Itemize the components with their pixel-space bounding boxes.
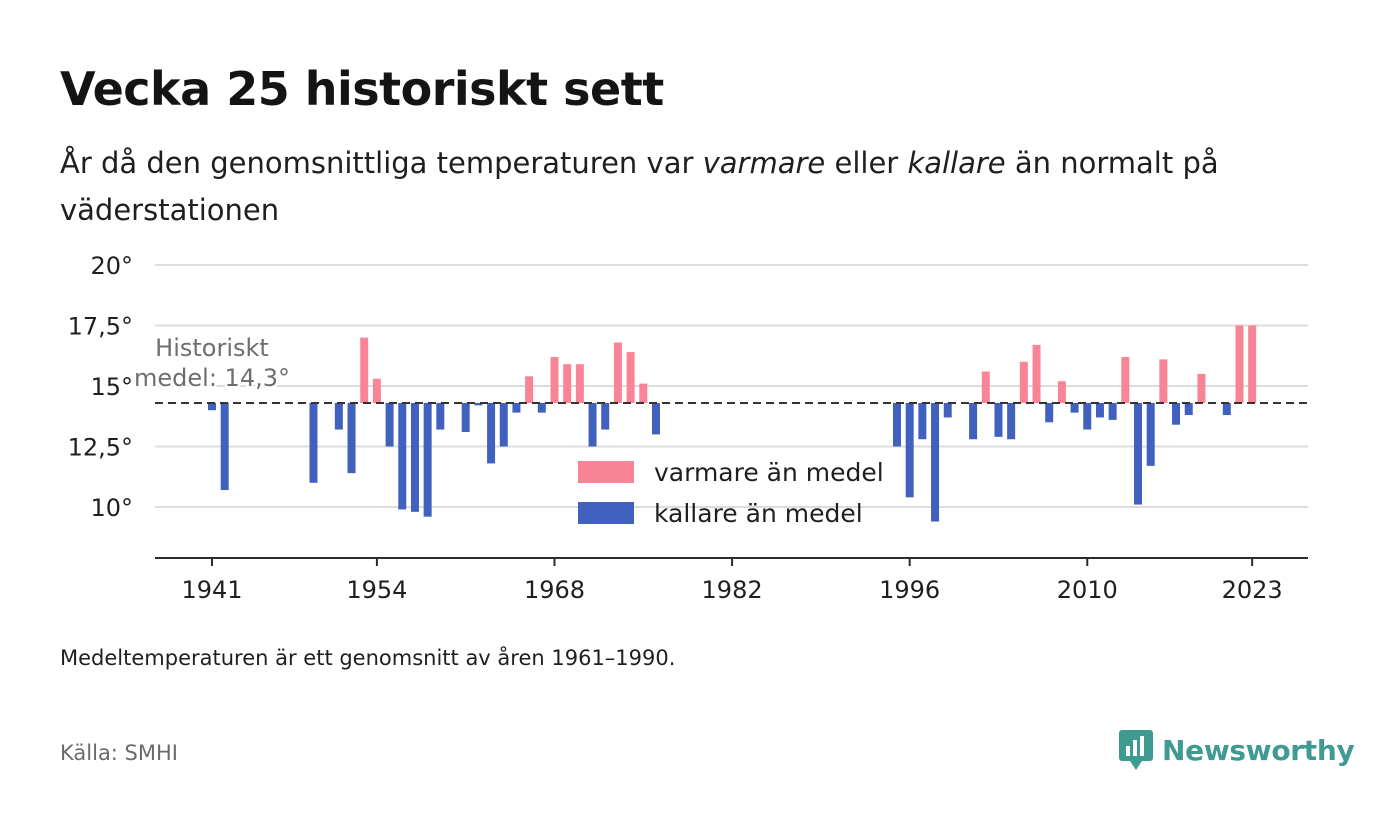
bar-warm <box>550 356 559 403</box>
bar-warm <box>1235 325 1244 403</box>
bar-cold <box>208 402 216 411</box>
chart-subtitle: År då den genomsnittliga temperaturen va… <box>60 140 1290 234</box>
bar-warm <box>613 342 622 403</box>
bar-cold <box>512 402 521 413</box>
bar-cold <box>651 402 660 435</box>
bar-cold <box>474 402 483 406</box>
y-tick-label: 20° <box>90 252 133 280</box>
bar-cold <box>969 402 978 440</box>
bar-cold <box>334 402 343 430</box>
bar-cold <box>1095 402 1104 418</box>
bar-warm <box>525 376 534 403</box>
bar-cold <box>398 402 407 510</box>
bar-cold <box>1222 402 1231 416</box>
newsworthy-logo-icon <box>1119 730 1153 770</box>
source-credit: Källa: SMHI <box>60 741 178 765</box>
bar-warm <box>1057 381 1066 403</box>
bar-warm <box>981 371 990 403</box>
subtitle-part-3: än normalt på väderstationen <box>60 146 1219 227</box>
y-tick-label: 12,5° <box>68 434 133 462</box>
brand-name: Newsworthy <box>1162 733 1355 767</box>
bar-cold <box>1045 402 1054 423</box>
bar-cold <box>347 402 356 474</box>
bar-warm <box>1248 325 1257 403</box>
page-title: Vecka 25 historiskt sett <box>60 62 664 116</box>
bar-warm <box>1121 356 1130 403</box>
bar-cold <box>410 402 419 512</box>
bar-cold <box>1134 402 1143 505</box>
bar-cold <box>588 402 597 447</box>
bar-cold <box>309 402 318 483</box>
brand-logo: Newsworthy <box>1118 726 1355 774</box>
legend-swatch-warm <box>578 461 634 483</box>
x-tick-label: 1968 <box>524 576 585 604</box>
x-tick-label: 2023 <box>1222 576 1283 604</box>
y-tick-label: 10° <box>90 494 133 522</box>
baseline-label-line-1: Historiskt <box>155 334 269 362</box>
bar-cold <box>918 402 927 440</box>
bar-cold <box>487 402 496 464</box>
bar-cold <box>1007 402 1016 440</box>
legend-swatch-cold <box>578 502 634 524</box>
bar-warm <box>360 337 369 403</box>
subtitle-cold-word: kallare <box>907 146 1006 180</box>
x-tick-label: 1954 <box>346 576 407 604</box>
bars-layer <box>208 325 1257 522</box>
bar-cold <box>385 402 394 447</box>
bar-cold <box>436 402 445 430</box>
bar-warm <box>639 383 648 403</box>
bar-cold <box>943 402 952 418</box>
bar-warm <box>1197 373 1206 403</box>
x-axis: 1941 1954 1968 1982 1996 2010 2023 <box>155 557 1308 604</box>
bar-warm <box>563 364 572 403</box>
bar-cold <box>1070 402 1079 413</box>
bar-warm <box>1159 359 1168 403</box>
chart-legend: varmare än medel kallare än medel <box>578 458 884 528</box>
bar-cold <box>931 402 940 522</box>
bar-cold <box>1184 402 1193 416</box>
y-tick-label: 17,5° <box>68 313 133 341</box>
bar-cold <box>1108 402 1117 420</box>
legend-label-cold: kallare än medel <box>654 499 863 528</box>
bar-cold <box>1146 402 1155 466</box>
subtitle-warm-word: varmare <box>702 146 826 180</box>
baseline-label-line-2: medel: 14,3° <box>134 364 290 392</box>
bar-cold <box>423 402 432 517</box>
x-tick-label: 1982 <box>702 576 763 604</box>
bar-cold <box>892 402 901 447</box>
bar-warm <box>1032 344 1041 403</box>
bar-cold <box>1083 402 1092 430</box>
bar-cold <box>1172 402 1181 425</box>
subtitle-part-2: eller <box>825 146 908 180</box>
legend-label-warm: varmare än medel <box>654 458 884 487</box>
bar-warm <box>626 352 635 403</box>
bar-cold <box>905 402 914 498</box>
bar-cold <box>994 402 1003 437</box>
bar-cold <box>601 402 610 430</box>
grid-layer <box>155 264 1308 508</box>
bar-cold <box>220 402 229 491</box>
bar-cold <box>461 402 470 432</box>
footnote: Medeltemperaturen är ett genomsnitt av å… <box>60 646 676 670</box>
y-axis-ticks: 10° 12,5° 15° 17,5° 20° <box>68 252 133 522</box>
bar-warm <box>1019 361 1028 403</box>
x-tick-label: 2010 <box>1057 576 1118 604</box>
y-tick-label: 15° <box>90 373 133 401</box>
bar-warm <box>372 378 381 403</box>
subtitle-part-1: År då den genomsnittliga temperaturen va… <box>60 146 703 180</box>
bar-cold <box>499 402 508 447</box>
x-tick-label: 1996 <box>879 576 940 604</box>
x-tick-label: 1941 <box>181 576 242 604</box>
bar-cold <box>537 402 546 413</box>
bar-warm <box>575 364 584 403</box>
